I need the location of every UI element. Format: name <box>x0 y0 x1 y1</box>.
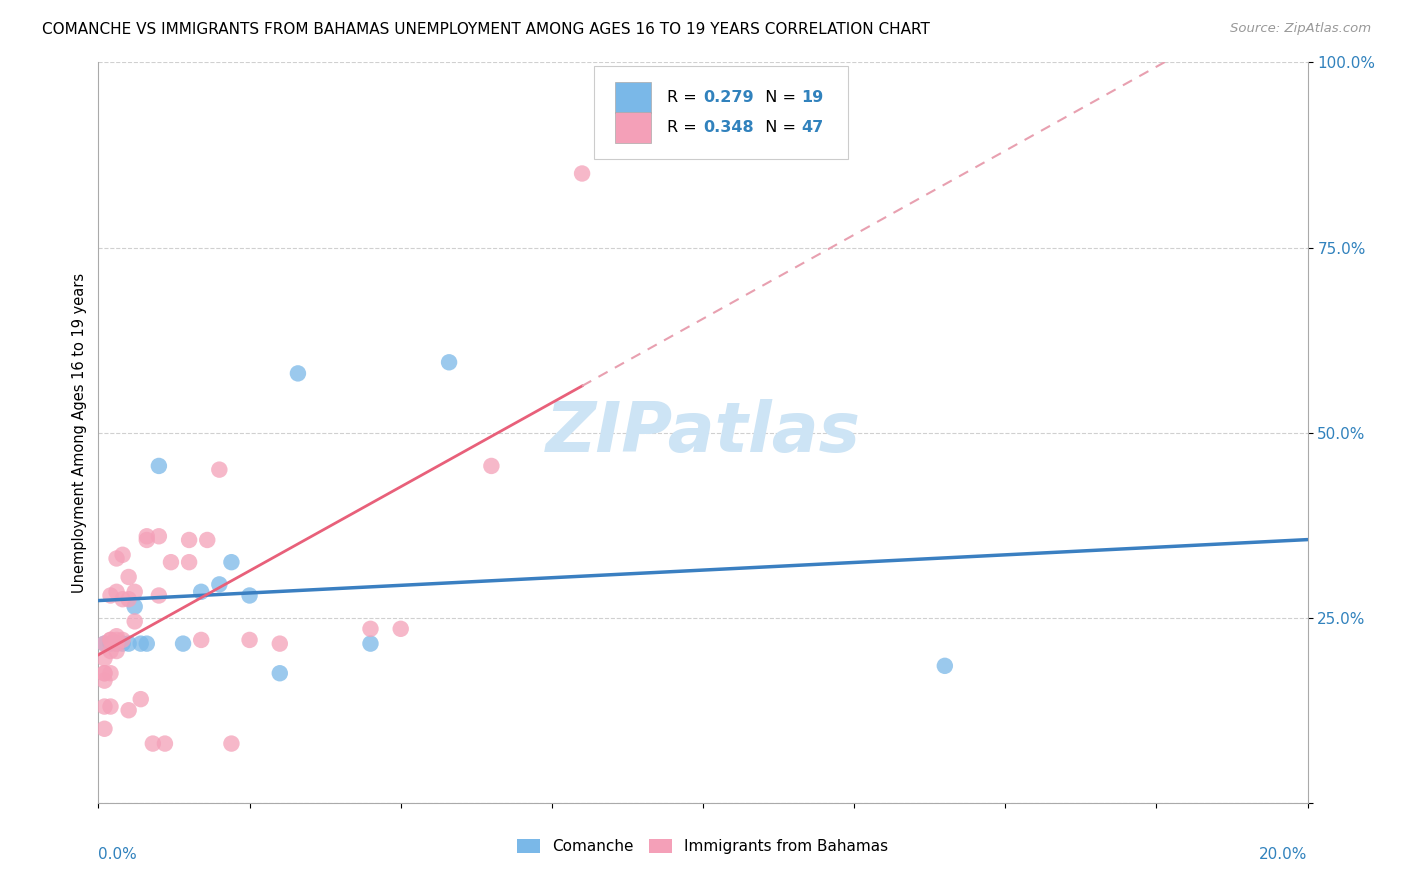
Point <box>239 589 262 603</box>
Point <box>105 629 128 643</box>
Point <box>93 637 115 651</box>
Point <box>93 651 115 665</box>
Point <box>93 666 115 681</box>
Point <box>124 615 146 629</box>
Point <box>100 632 122 647</box>
Point <box>100 666 122 681</box>
Point <box>135 637 157 651</box>
Point <box>148 589 170 603</box>
Point <box>221 555 243 569</box>
FancyBboxPatch shape <box>614 82 651 112</box>
Point <box>179 555 201 569</box>
Point <box>269 666 291 681</box>
Point <box>148 458 170 473</box>
Point <box>105 584 128 599</box>
Point <box>179 533 201 547</box>
Point <box>105 632 128 647</box>
FancyBboxPatch shape <box>595 66 848 159</box>
Point <box>118 570 141 584</box>
Text: 0.348: 0.348 <box>703 120 754 135</box>
Text: ZIPatlas: ZIPatlas <box>546 399 860 467</box>
Point <box>481 458 503 473</box>
Point <box>172 637 194 651</box>
Point <box>160 555 183 569</box>
Point <box>118 592 141 607</box>
Point <box>287 367 309 381</box>
Point <box>100 644 122 658</box>
Point <box>100 632 122 647</box>
Point <box>118 637 141 651</box>
Point <box>100 699 122 714</box>
Point <box>195 533 218 547</box>
Point <box>111 548 134 562</box>
Point <box>105 644 128 658</box>
Point <box>148 529 170 543</box>
FancyBboxPatch shape <box>614 112 651 143</box>
Text: 20.0%: 20.0% <box>1260 847 1308 863</box>
Point <box>93 666 115 681</box>
Point <box>153 737 176 751</box>
Text: COMANCHE VS IMMIGRANTS FROM BAHAMAS UNEMPLOYMENT AMONG AGES 16 TO 19 YEARS CORRE: COMANCHE VS IMMIGRANTS FROM BAHAMAS UNEM… <box>42 22 929 37</box>
Point <box>111 632 134 647</box>
Point <box>111 592 134 607</box>
Point <box>571 166 593 180</box>
Text: R =: R = <box>666 90 702 104</box>
Point <box>142 737 165 751</box>
Point <box>118 703 141 717</box>
Point <box>93 699 115 714</box>
Point <box>100 637 122 651</box>
Point <box>360 637 382 651</box>
Point <box>934 658 956 673</box>
Text: 0.279: 0.279 <box>703 90 754 104</box>
Point <box>437 355 460 369</box>
Point <box>129 637 152 651</box>
Point <box>93 722 115 736</box>
Point <box>124 584 146 599</box>
Point <box>100 589 122 603</box>
Text: 47: 47 <box>801 120 823 135</box>
Point <box>239 632 262 647</box>
Text: 19: 19 <box>801 90 823 104</box>
Point <box>208 577 231 591</box>
Point <box>190 584 212 599</box>
Point <box>105 637 128 651</box>
Point <box>93 673 115 688</box>
Point <box>269 637 291 651</box>
Point <box>124 599 146 614</box>
Text: N =: N = <box>755 120 801 135</box>
Text: R =: R = <box>666 120 702 135</box>
Y-axis label: Unemployment Among Ages 16 to 19 years: Unemployment Among Ages 16 to 19 years <box>72 273 87 592</box>
Text: N =: N = <box>755 90 801 104</box>
Point <box>105 551 128 566</box>
Legend: Comanche, Immigrants from Bahamas: Comanche, Immigrants from Bahamas <box>510 831 896 862</box>
Point <box>389 622 412 636</box>
Point <box>135 533 157 547</box>
Point <box>93 637 115 651</box>
Point <box>105 637 128 651</box>
Point <box>360 622 382 636</box>
Point <box>135 529 157 543</box>
Text: 0.0%: 0.0% <box>98 847 138 863</box>
Point <box>208 462 231 476</box>
Point <box>190 632 212 647</box>
Point <box>111 637 134 651</box>
Point <box>129 692 152 706</box>
Text: Source: ZipAtlas.com: Source: ZipAtlas.com <box>1230 22 1371 36</box>
Point <box>221 737 243 751</box>
